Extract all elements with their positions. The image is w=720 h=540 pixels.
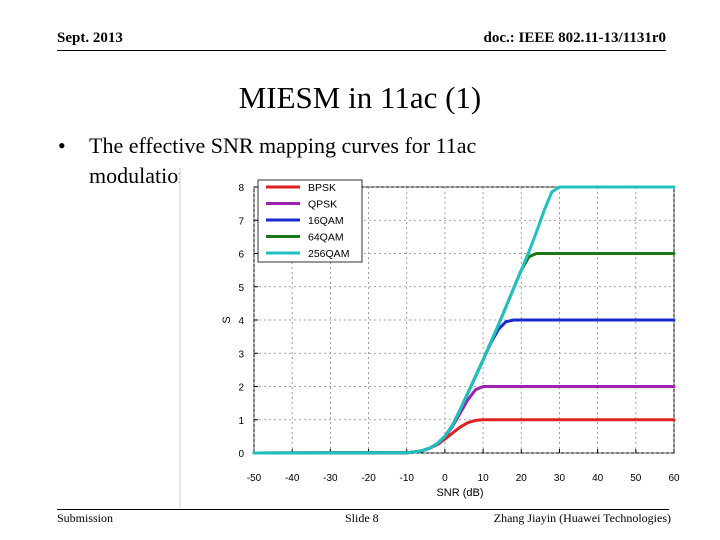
- y-tick-label: 7: [238, 216, 244, 227]
- x-tick-label: -20: [361, 473, 376, 484]
- header-rule: [57, 50, 666, 51]
- x-tick-label: -40: [285, 473, 300, 484]
- x-tick-label: 40: [592, 473, 604, 484]
- y-axis-label: S: [221, 316, 233, 323]
- legend-label-16qam: 16QAM: [308, 215, 344, 227]
- footer-rule: [57, 509, 669, 510]
- footer-slide-number: Slide 8: [345, 511, 379, 525]
- x-tick-label: 20: [516, 473, 528, 484]
- x-tick-label: 30: [554, 473, 566, 484]
- x-tick-label: 60: [668, 473, 680, 484]
- y-tick-label: 6: [238, 250, 244, 261]
- footer-submission: Submission: [57, 511, 114, 525]
- header-date: Sept. 2013: [57, 30, 123, 46]
- y-tick-label: 2: [238, 383, 244, 394]
- legend-label-256qam: 256QAM: [308, 248, 349, 260]
- legend-label-64qam: 64QAM: [308, 232, 344, 244]
- x-tick-label: 0: [442, 473, 448, 484]
- x-tick-label: 50: [630, 473, 642, 484]
- bullet-marker: •: [58, 133, 66, 158]
- x-axis-label: SNR (dB): [436, 487, 483, 499]
- legend-label-bpsk: BPSK: [308, 182, 336, 194]
- series-line-256qam: [252, 185, 676, 455]
- slide-title: MIESM in 11ac (1): [238, 80, 482, 115]
- footer-author: Zhang Jiayin (Huawei Technologies): [493, 511, 671, 525]
- y-tick-label: 5: [238, 283, 244, 294]
- x-tick-label: 10: [478, 473, 490, 484]
- y-tick-label: 3: [238, 349, 244, 360]
- y-tick-label: 1: [238, 416, 244, 427]
- x-tick-label: -50: [247, 473, 262, 484]
- y-tick-label: 8: [238, 183, 244, 194]
- header-doc-id: doc.: IEEE 802.11-13/1131r0: [483, 30, 666, 46]
- y-tick-label: 4: [238, 316, 244, 327]
- legend-label-qpsk: QPSK: [308, 199, 337, 211]
- x-tick-label: -30: [323, 473, 338, 484]
- x-tick-label: -10: [400, 473, 415, 484]
- y-tick-label: 0: [238, 449, 244, 460]
